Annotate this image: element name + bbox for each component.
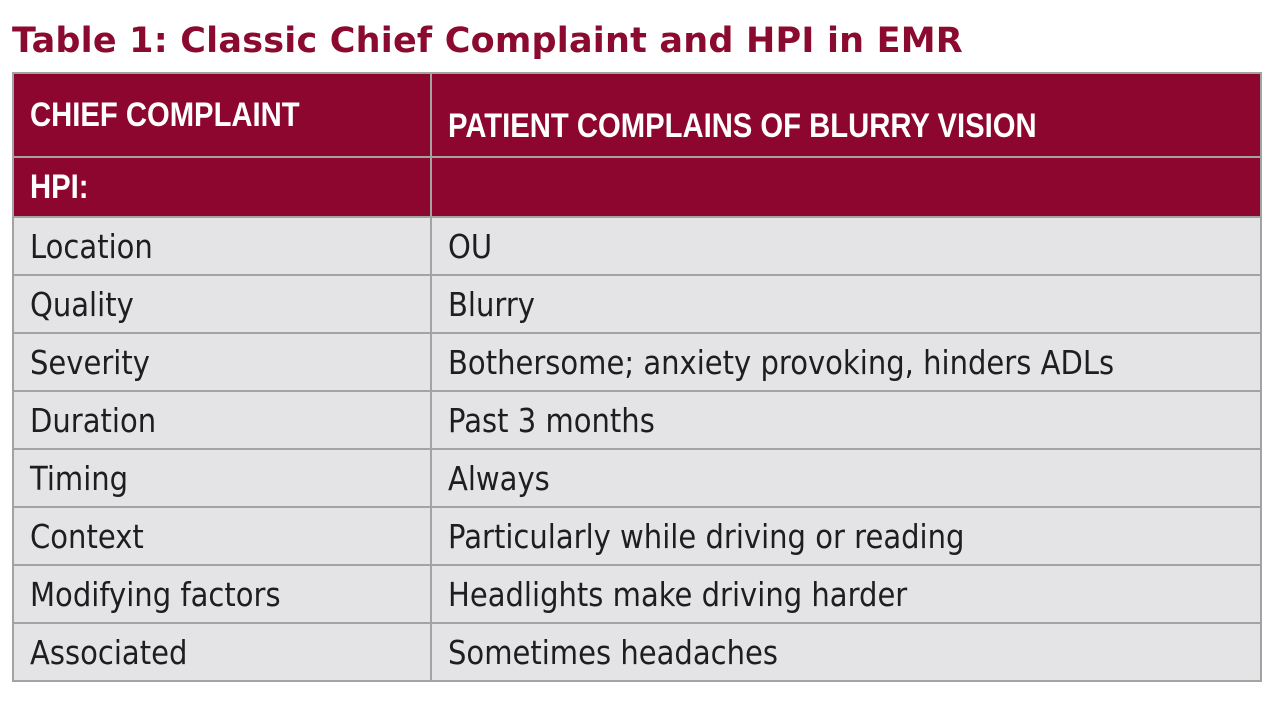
hpi-label: HPI: [30, 167, 89, 206]
row-value-cell: OU [430, 216, 1262, 276]
table-row: Associated Sometimes headaches [12, 622, 1262, 682]
hpi-label-cell: HPI: [12, 156, 432, 218]
table-row: Modifying factors Headlights make drivin… [12, 564, 1262, 624]
row-label: Timing [30, 458, 129, 498]
row-label-cell: Location [12, 216, 432, 276]
table-header-row: CHIEF COMPLAINT PATIENT COMPLAINS OF BLU… [12, 72, 1262, 158]
chief-complaint-value-cell: PATIENT COMPLAINS OF BLURRY VISION [430, 72, 1262, 158]
row-value-cell: Headlights make driving harder [430, 564, 1262, 624]
row-label-cell: Duration [12, 390, 432, 450]
row-label: Severity [30, 342, 150, 382]
table-row: Timing Always [12, 448, 1262, 508]
table-row: Location OU [12, 216, 1262, 276]
row-value: Blurry [448, 284, 535, 324]
row-value: Particularly while driving or reading [448, 516, 965, 556]
row-value-cell: Always [430, 448, 1262, 508]
row-label-cell: Associated [12, 622, 432, 682]
row-label-cell: Quality [12, 274, 432, 334]
table-row: Severity Bothersome; anxiety provoking, … [12, 332, 1262, 392]
row-label-cell: Severity [12, 332, 432, 392]
hpi-value-cell [430, 156, 1262, 218]
row-value: Past 3 months [448, 400, 655, 440]
table-title: Table 1: Classic Chief Complaint and HPI… [12, 21, 963, 61]
table-row: Quality Blurry [12, 274, 1262, 334]
hpi-header-row: HPI: [12, 156, 1262, 218]
row-label: Quality [30, 284, 134, 324]
row-value: OU [448, 226, 493, 266]
row-label-cell: Modifying factors [12, 564, 432, 624]
row-value: Bothersome; anxiety provoking, hinders A… [448, 342, 1115, 382]
row-value: Headlights make driving harder [448, 574, 908, 614]
row-label: Modifying factors [30, 574, 281, 614]
row-value-cell: Sometimes headaches [430, 622, 1262, 682]
row-value-cell: Past 3 months [430, 390, 1262, 450]
row-label: Location [30, 226, 153, 266]
row-label-cell: Timing [12, 448, 432, 508]
row-value-cell: Blurry [430, 274, 1262, 334]
row-value-cell: Bothersome; anxiety provoking, hinders A… [430, 332, 1262, 392]
chief-complaint-value: PATIENT COMPLAINS OF BLURRY VISION [448, 107, 1037, 145]
row-label: Context [30, 516, 144, 556]
row-label-cell: Context [12, 506, 432, 566]
row-label: Duration [30, 400, 157, 440]
row-value: Always [448, 458, 550, 498]
table-row: Duration Past 3 months [12, 390, 1262, 450]
chief-complaint-label-cell: CHIEF COMPLAINT [12, 72, 432, 158]
row-value: Sometimes headaches [448, 632, 778, 672]
row-label: Associated [30, 632, 188, 672]
row-value-cell: Particularly while driving or reading [430, 506, 1262, 566]
chief-complaint-label: CHIEF COMPLAINT [30, 96, 300, 134]
table-row: Context Particularly while driving or re… [12, 506, 1262, 566]
hpi-table: CHIEF COMPLAINT PATIENT COMPLAINS OF BLU… [12, 72, 1262, 682]
